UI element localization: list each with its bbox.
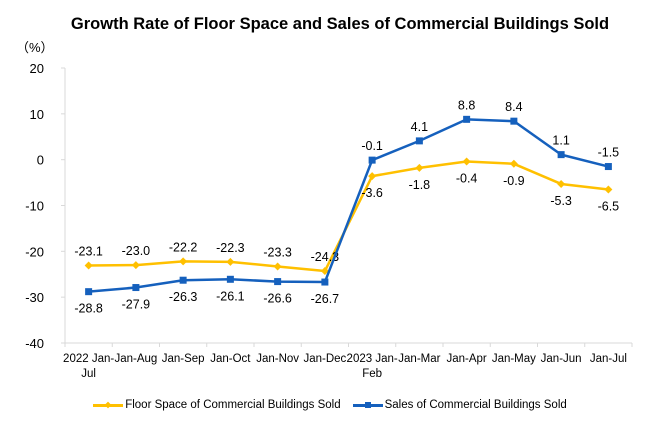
data-point-marker[interactable] [368,172,377,181]
data-point-marker[interactable] [509,159,518,168]
x-tick-label: Jan-Aug [114,353,157,365]
data-label: -22.2 [169,240,198,254]
legend-item: Sales of Commercial Buildings Sold [352,399,567,411]
x-tick-label: Jan-Dec [303,353,346,365]
x-tick-label: Jan-Jul [590,353,627,365]
x-tick-label: 2023 Jan- [347,353,398,365]
data-point-marker[interactable] [226,275,234,283]
data-point-marker[interactable] [462,157,471,166]
x-tick-label: Jan-Sep [162,353,205,365]
data-point-marker[interactable] [415,137,423,145]
data-label: -26.3 [169,290,198,304]
x-tick-label: Jan-Mar [398,353,440,365]
data-point-marker[interactable] [273,262,282,271]
legend-label: Floor Space of Commercial Buildings Sold [125,399,341,411]
legend-label: Sales of Commercial Buildings Sold [384,399,567,411]
y-tick-label: -10 [25,199,44,214]
data-label: -26.7 [311,292,340,306]
y-tick-label: -40 [25,336,44,351]
data-label: -23.0 [122,244,151,258]
data-label: -1.5 [598,146,620,160]
data-point-marker[interactable] [463,115,471,123]
data-point-marker[interactable] [604,185,613,194]
data-label: -0.1 [361,139,383,153]
data-point-marker[interactable] [132,284,140,292]
data-label: 1.1 [552,134,569,148]
data-label: -26.6 [263,292,292,306]
data-label: -27.9 [122,298,151,312]
chart-title: Growth Rate of Floor Space and Sales of … [70,15,610,33]
y-tick-label: -20 [25,244,44,259]
data-label: 4.1 [411,120,428,134]
data-label: -23.3 [263,245,292,259]
y-tick-label: 0 [37,153,44,168]
data-point-marker[interactable] [131,261,140,270]
x-tick-label: Jan-Oct [210,353,251,365]
data-label: -6.5 [598,199,620,213]
x-tick-label: Jul [81,368,96,380]
legend-diamond-line-icon [93,399,124,411]
data-label: -28.8 [74,302,103,316]
x-tick-label: Jan-May [492,353,536,365]
x-tick-label: Jan-Apr [446,353,486,365]
data-point-marker[interactable] [368,156,376,164]
data-point-marker[interactable] [557,179,566,188]
data-point-marker[interactable] [179,276,187,284]
data-point-marker[interactable] [510,117,518,125]
series-line-floor-space [88,160,609,273]
legend-square-line-icon [352,399,383,411]
data-point-marker[interactable] [604,163,612,171]
y-tick-label: 10 [30,107,44,122]
data-label: 8.4 [505,100,522,114]
legend-item: Floor Space of Commercial Buildings Sold [93,399,341,411]
x-tick-label: Feb [362,368,382,380]
data-label: -26.1 [216,289,245,303]
data-label: -0.4 [456,172,478,186]
data-label: -3.6 [361,186,383,200]
data-point-marker[interactable] [274,278,282,286]
data-label: -1.8 [409,178,431,192]
data-point-marker[interactable] [84,261,93,270]
x-tick-label: Jan-Nov [256,353,299,365]
data-point-marker[interactable] [557,151,565,159]
data-label: -22.3 [216,241,245,255]
series-line-sales [88,118,609,293]
data-point-marker[interactable] [226,257,235,266]
data-label: -5.3 [550,194,572,208]
data-point-marker[interactable] [85,288,93,296]
y-tick-label: 20 [30,61,44,76]
y-axis-unit-label: （%） [16,40,54,55]
data-label: 8.8 [458,98,475,112]
data-point-marker[interactable] [321,278,329,286]
legend: Floor Space of Commercial Buildings Sold… [0,399,660,411]
data-label: -23.1 [74,245,103,259]
data-point-marker[interactable] [320,267,329,276]
x-tick-label: 2022 Jan- [63,353,114,365]
data-point-marker[interactable] [415,163,424,172]
data-point-marker[interactable] [179,257,188,266]
x-tick-label: Jan-Jun [541,353,582,365]
y-tick-label: -30 [25,290,44,305]
data-label: -0.9 [503,174,525,188]
